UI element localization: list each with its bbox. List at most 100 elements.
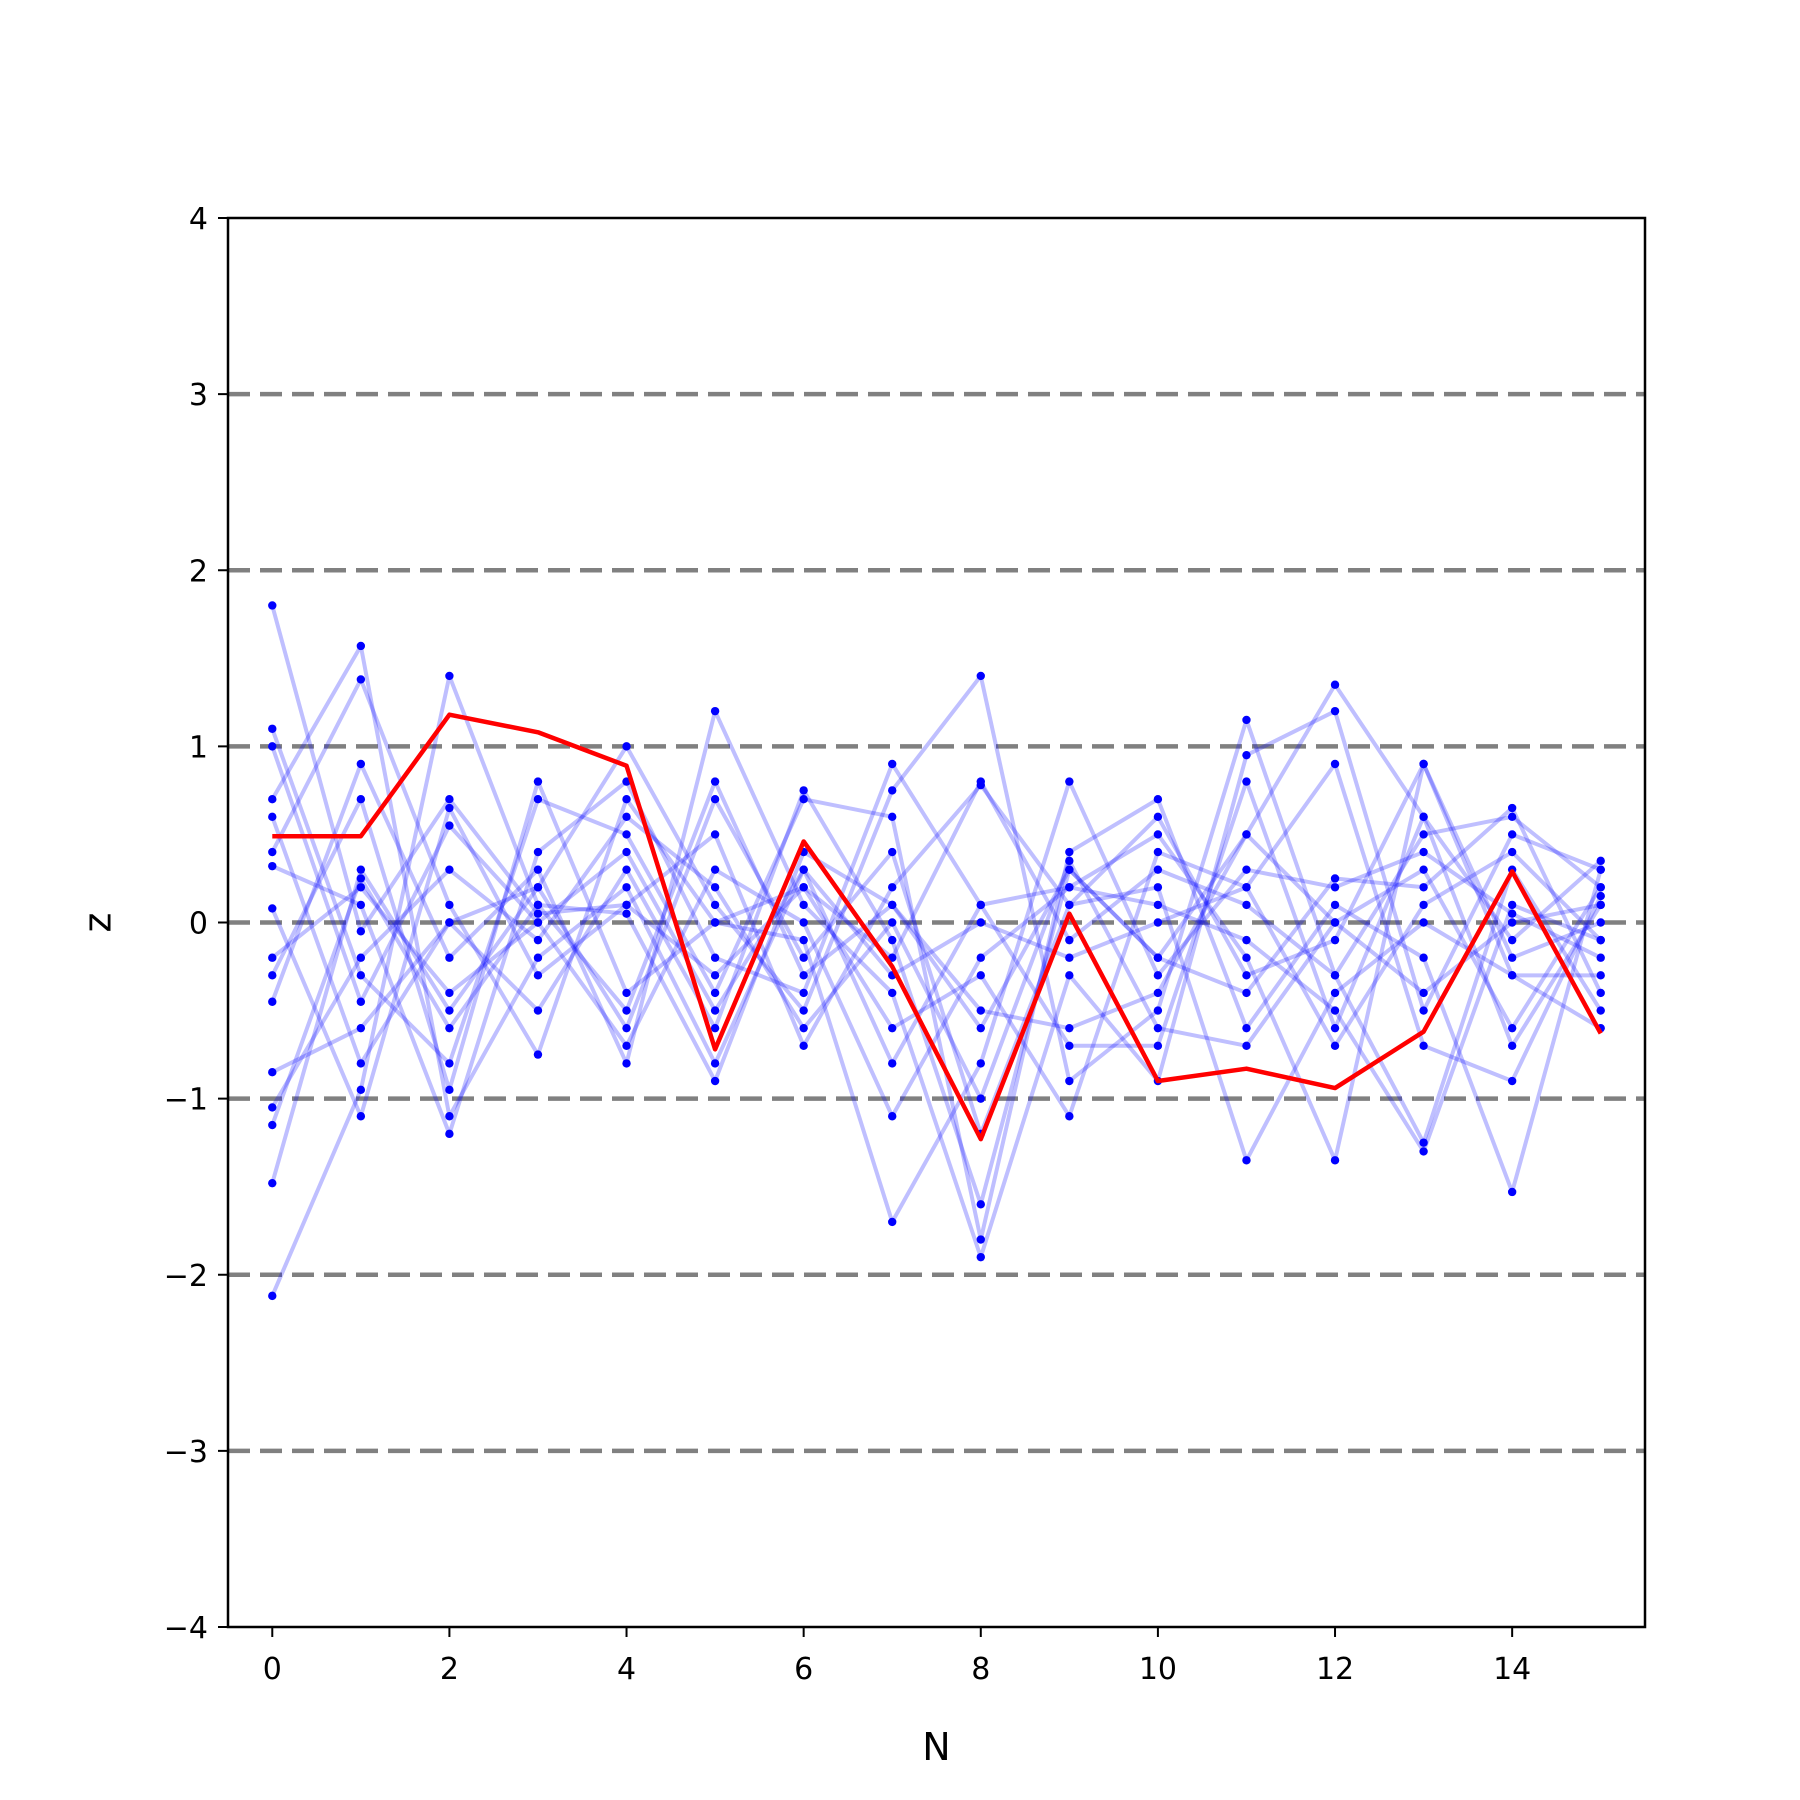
ensemble-series-line: [270, 728, 1603, 1242]
ensemble-point: [445, 795, 454, 804]
ensemble-point: [1242, 1156, 1251, 1165]
ensemble-points: [268, 601, 1605, 1301]
y-tick-label: 4: [189, 202, 208, 237]
ensemble-series-line: [270, 761, 1602, 1136]
x-tick-label: 14: [1493, 1652, 1531, 1687]
ensemble-point: [622, 1059, 631, 1068]
ensemble-point: [268, 812, 277, 822]
ensemble-point: [710, 900, 720, 910]
ensemble-point: [1596, 918, 1605, 927]
ensemble-point: [1419, 953, 1428, 962]
ensemble-point: [622, 830, 631, 839]
ensemble-point: [888, 900, 897, 910]
ensemble-point: [533, 1006, 543, 1015]
ensemble-series-line: [271, 761, 1603, 1136]
ensemble-point: [1242, 988, 1251, 998]
ensemble-series-line: [271, 788, 1603, 1207]
ensemble-point: [1153, 883, 1163, 892]
x-tick-label: 6: [794, 1652, 813, 1687]
ensemble-point: [1242, 715, 1251, 725]
ensemble-point: [710, 1059, 720, 1068]
ensemble-point: [268, 795, 277, 804]
reference-lines: [228, 391, 1645, 1454]
ensemble-point: [622, 909, 631, 918]
ensemble-point: [622, 812, 631, 822]
ensemble-point: [710, 706, 720, 716]
ensemble-point: [1153, 795, 1163, 804]
ensemble-point: [710, 971, 720, 980]
y-tick-label: −4: [164, 1611, 208, 1646]
ensemble-point: [888, 786, 897, 795]
ensemble-point: [976, 780, 985, 790]
ensemble-point: [1242, 935, 1251, 945]
ensemble-point: [268, 1291, 277, 1301]
ensemble-point: [268, 953, 277, 962]
ensemble-point: [1330, 874, 1340, 883]
ensemble-point: [1419, 865, 1428, 874]
x-tick-label: 4: [617, 1652, 636, 1687]
ensemble-point: [268, 997, 277, 1006]
ensemble-point: [888, 847, 897, 857]
ensemble-point: [1419, 988, 1428, 998]
ensemble-point: [356, 1059, 366, 1068]
ensemble-point: [1507, 909, 1517, 918]
ensemble-point: [1507, 1023, 1517, 1033]
ensemble-point: [976, 918, 985, 927]
ensemble-point: [445, 988, 454, 998]
ensemble-point: [1153, 1041, 1163, 1050]
ensemble-point: [356, 1023, 366, 1033]
y-tick-label: −1: [164, 1083, 208, 1118]
ensemble-point: [1330, 759, 1340, 769]
ensemble-point: [976, 1252, 985, 1262]
ensemble-point: [1065, 883, 1074, 892]
ensemble-point: [1242, 777, 1251, 786]
ensemble-point: [1153, 1023, 1163, 1033]
ensemble-point: [445, 865, 454, 874]
ensemble-point: [622, 900, 631, 910]
ensemble-point: [1330, 1006, 1340, 1015]
ensemble-point: [1507, 971, 1517, 980]
ensemble-point: [1507, 953, 1517, 962]
ensemble-point: [356, 927, 366, 936]
ensemble-point: [1419, 1147, 1428, 1156]
ensemble-point: [1507, 1041, 1517, 1050]
ensemble-point: [1330, 706, 1340, 716]
ensemble-point: [1065, 935, 1074, 945]
ensemble-point: [622, 795, 631, 804]
ensemble-point: [445, 918, 454, 927]
ensemble-point: [533, 883, 543, 892]
ensemble-point: [1596, 865, 1605, 874]
ensemble-point: [799, 786, 808, 795]
ensemble-point: [1507, 1187, 1517, 1197]
ensemble-point: [710, 1076, 720, 1086]
ensemble-point: [356, 1085, 366, 1095]
ensemble-series-line: [270, 673, 1603, 1297]
y-tick-label: −2: [164, 1259, 208, 1294]
ensemble-point: [356, 900, 366, 910]
ensemble-point: [1153, 988, 1163, 998]
ensemble-point: [1596, 856, 1605, 866]
highlight-line-group: [272, 712, 1603, 1142]
ensemble-point: [710, 865, 720, 874]
ensemble-point: [799, 918, 808, 927]
ensemble-point: [622, 883, 631, 892]
ensemble-point: [1330, 971, 1340, 980]
ensemble-point: [445, 1129, 454, 1139]
ensemble-point: [533, 847, 543, 857]
ensemble-point: [1507, 935, 1517, 945]
ensemble-point: [1507, 1076, 1517, 1086]
highlight-series-line: [272, 712, 1603, 1142]
ensemble-point: [1330, 1156, 1340, 1165]
ensemble-point: [445, 953, 454, 962]
ensemble-point: [1065, 971, 1074, 980]
ensemble-point: [356, 883, 366, 892]
ensemble-point: [445, 1085, 454, 1095]
ensemble-point: [622, 988, 631, 998]
y-tick-label: −3: [164, 1435, 208, 1470]
ensemble-point: [533, 1050, 543, 1059]
x-tick-label: 0: [263, 1652, 282, 1687]
ensemble-point: [799, 1023, 808, 1033]
ensemble-point: [888, 1112, 897, 1121]
ensemble-point: [1419, 812, 1428, 822]
ensemble-point: [976, 1235, 985, 1244]
